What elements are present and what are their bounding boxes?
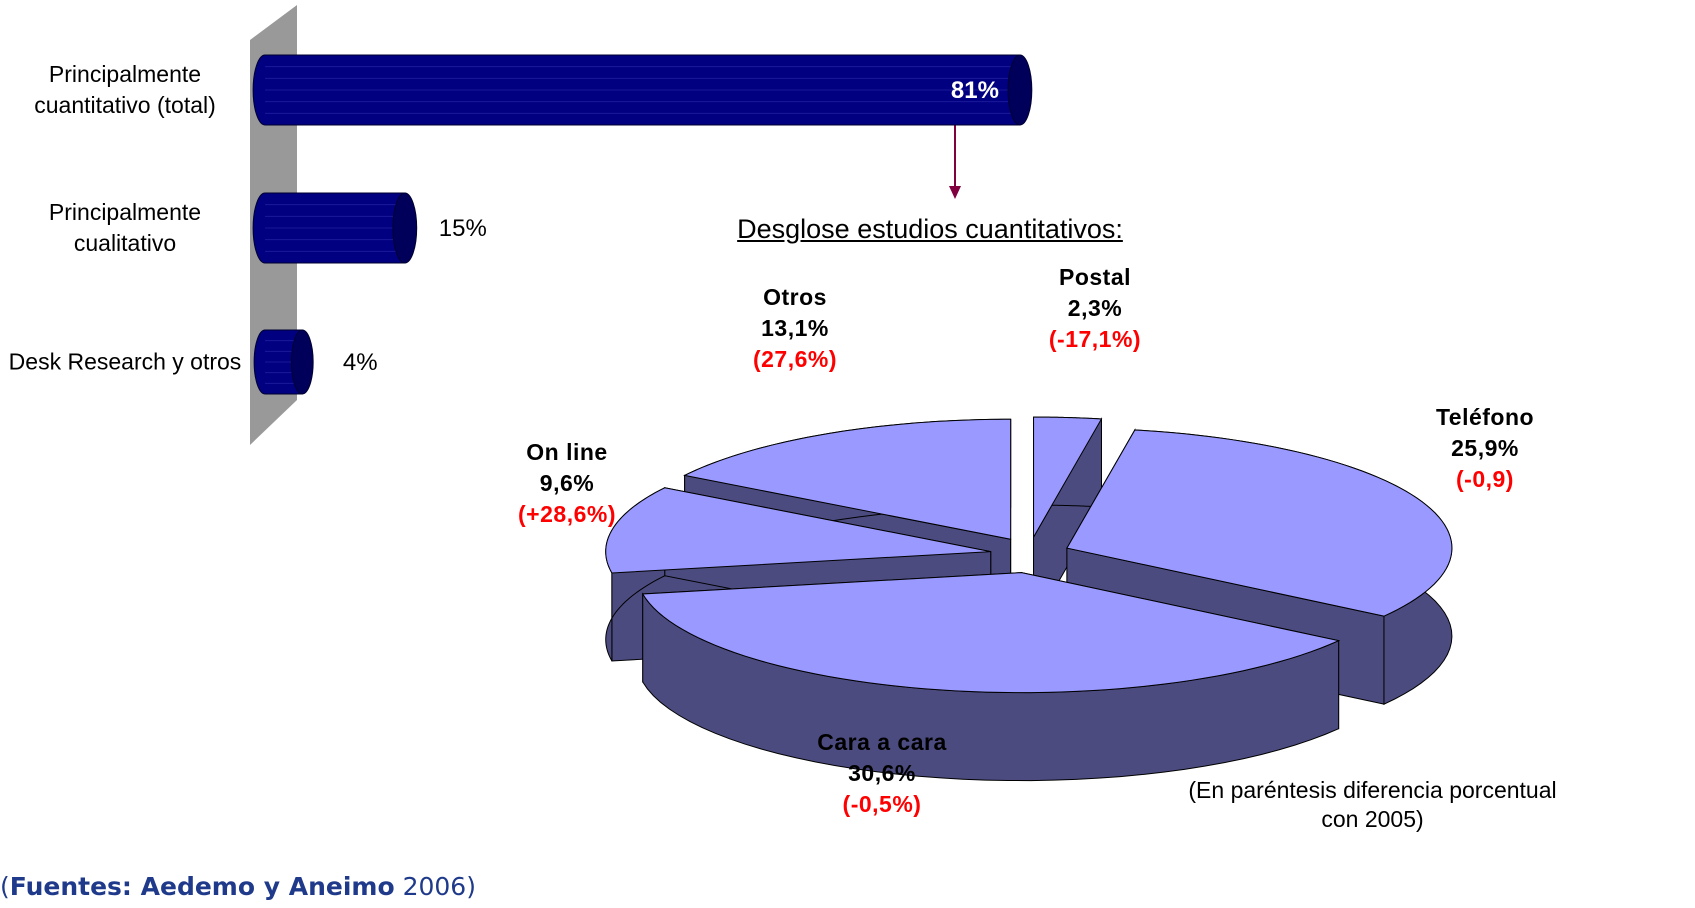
bar <box>253 329 314 395</box>
category-label: Principalmente cuantitativo (total) <box>34 61 216 118</box>
slice-change: (-17,1%) <box>1048 326 1142 352</box>
value-label: 81% <box>951 77 999 104</box>
slice-label: Postal <box>1058 264 1132 290</box>
slice-change: (-0,5%) <box>842 791 922 817</box>
bar-cap <box>290 329 314 395</box>
source-bold: Fuentes: Aedemo y Aneimo <box>9 872 395 901</box>
source-prefix: ( <box>0 872 10 901</box>
pie-slice <box>1033 416 1103 627</box>
category-label: Principalmente cualitativo <box>48 199 202 256</box>
pie-slice <box>641 571 1341 782</box>
slice-value: 30,6% <box>848 760 916 786</box>
slice-top <box>683 418 1012 540</box>
slice-label: Cara a cara <box>817 729 947 755</box>
slice-change: (+28,6%) <box>518 501 616 527</box>
slice-top <box>605 487 991 574</box>
bar <box>252 54 1033 126</box>
bar <box>252 192 418 264</box>
slice-value: 2,3% <box>1067 295 1123 321</box>
slice-top <box>1033 416 1103 539</box>
slice-value: 13,1% <box>761 315 829 341</box>
slice-change: (-0,9) <box>1456 466 1514 492</box>
arrow-head <box>949 186 961 199</box>
value-label: 4% <box>343 349 378 376</box>
bar-cap <box>392 192 418 264</box>
slice-value: 25,9% <box>1451 435 1519 461</box>
slice-top <box>641 572 1341 694</box>
slice-top <box>1066 429 1453 617</box>
source: (Fuentes: Aedemo y Aneimo 2006) <box>0 872 476 901</box>
bar-cap <box>1007 54 1033 126</box>
slice-label: On line <box>526 439 608 465</box>
source-suffix: 2006) <box>394 872 476 901</box>
value-label: 15% <box>439 215 487 242</box>
slice-value: 9,6% <box>539 470 595 496</box>
note: (En paréntesis diferencia porcentual con… <box>1188 777 1557 832</box>
slice-change: (27,6%) <box>752 346 838 372</box>
category-label: Desk Research y otros <box>8 348 242 375</box>
slice-label: Otros <box>763 284 827 310</box>
slice-label: Teléfono <box>1435 404 1535 430</box>
pie-title: Desglose estudios cuantitativos: <box>737 214 1123 244</box>
